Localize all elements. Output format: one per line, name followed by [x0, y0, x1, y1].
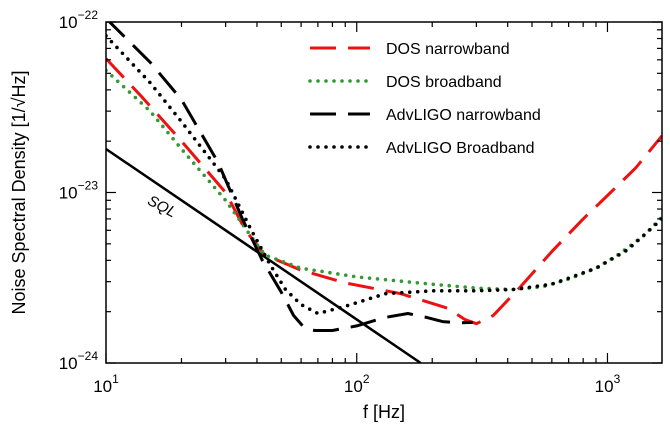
series-line-sql	[106, 147, 422, 363]
y-axis-title: Noise Spectral Density [1/√Hz]	[9, 71, 29, 315]
x-axis-title: f [Hz]	[363, 402, 405, 422]
legend-label: DOS broadband	[386, 74, 502, 91]
x-tick-label: 101	[93, 372, 119, 396]
legend-label: AdvLIGO narrowband	[386, 107, 541, 124]
plot-area	[106, 22, 662, 363]
y-tick-label: 10−22	[59, 8, 99, 32]
series-line-advligo-narrowband	[107, 22, 473, 332]
y-tick-label: 10−24	[59, 349, 99, 373]
legend-label: DOS narrowband	[386, 41, 510, 58]
x-tick-label: 102	[344, 372, 370, 396]
legend-label: AdvLIGO Broadband	[386, 140, 535, 157]
x-tick-label: 103	[595, 372, 621, 396]
series-line-dos-broadband	[106, 68, 662, 292]
series-line-advligo-broadband	[106, 34, 662, 316]
series-line-dos-narrowband	[106, 57, 662, 326]
y-tick-label: 10−23	[59, 179, 99, 203]
